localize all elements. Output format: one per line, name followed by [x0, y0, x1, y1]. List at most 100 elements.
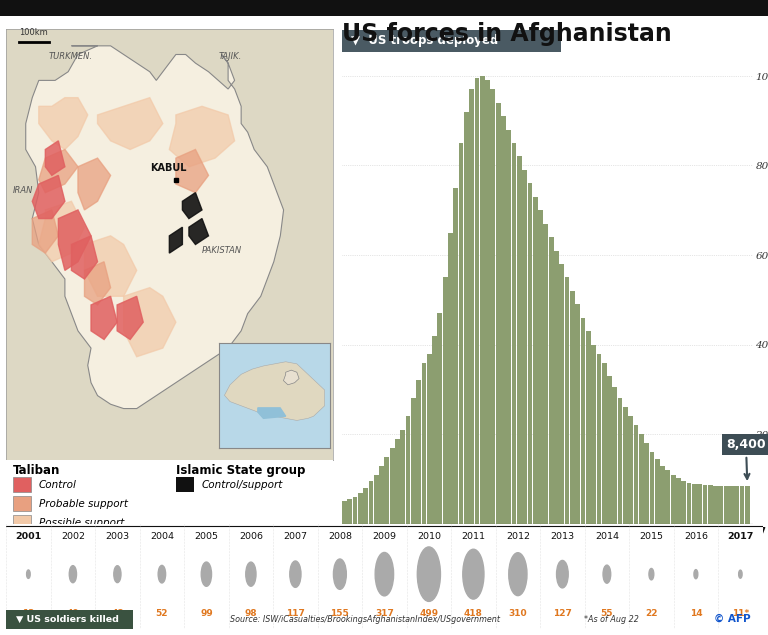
Circle shape [557, 561, 568, 588]
Text: 14: 14 [690, 609, 702, 618]
Text: KABUL: KABUL [150, 163, 187, 173]
Polygon shape [176, 149, 208, 192]
Text: © AFP: © AFP [714, 613, 751, 624]
Text: 117: 117 [286, 609, 305, 618]
Bar [650, 452, 654, 524]
Circle shape [333, 559, 346, 589]
Text: 2012: 2012 [506, 532, 530, 541]
Text: 8,400: 8,400 [726, 438, 766, 479]
Bar [644, 443, 649, 524]
Text: 11*: 11* [732, 609, 749, 618]
Polygon shape [258, 408, 286, 418]
Bar [458, 143, 463, 524]
Bar [406, 417, 410, 524]
Bar [660, 465, 665, 524]
Bar [353, 497, 357, 524]
Text: 2011: 2011 [462, 532, 485, 541]
Text: 2015: 2015 [640, 532, 664, 541]
Text: 2003: 2003 [105, 532, 130, 541]
Text: ▼ US soldiers killed: ▼ US soldiers killed [16, 615, 119, 624]
Circle shape [114, 566, 121, 583]
Polygon shape [98, 98, 163, 149]
Bar [692, 483, 697, 524]
Bar [670, 474, 676, 524]
Text: 2014: 2014 [595, 532, 619, 541]
Circle shape [201, 562, 211, 586]
Circle shape [603, 565, 611, 583]
Bar [400, 430, 405, 524]
Circle shape [463, 549, 484, 599]
Bar [501, 116, 506, 524]
Bar [422, 363, 426, 524]
Bar [665, 470, 670, 524]
Bar [723, 486, 729, 524]
Text: US forces in Afghanistan: US forces in Afghanistan [342, 22, 671, 46]
Bar [586, 331, 591, 524]
Bar [379, 465, 384, 524]
Text: 2013: 2013 [551, 532, 574, 541]
Text: 2001: 2001 [15, 532, 41, 541]
Polygon shape [124, 288, 176, 357]
Circle shape [69, 566, 77, 583]
Circle shape [290, 561, 301, 587]
Bar [734, 486, 739, 524]
Text: IRAN: IRAN [12, 185, 33, 195]
Bar [432, 336, 437, 524]
Bar [538, 210, 543, 524]
Bar [464, 112, 468, 524]
Text: 2008: 2008 [328, 532, 352, 541]
Text: Possible support: Possible support [38, 518, 124, 528]
Circle shape [649, 568, 654, 580]
Bar [687, 483, 691, 524]
Bar [469, 90, 474, 524]
Text: Control/support: Control/support [202, 479, 283, 490]
Bar [713, 486, 718, 524]
Circle shape [246, 562, 256, 586]
Bar [575, 304, 580, 524]
Text: 418: 418 [464, 609, 483, 618]
Bar [554, 251, 559, 524]
Bar [602, 363, 607, 524]
Bar [676, 478, 680, 524]
Polygon shape [26, 46, 283, 408]
Bar [416, 380, 421, 524]
Bar [506, 130, 511, 524]
Polygon shape [78, 158, 111, 210]
Bar [697, 485, 702, 524]
Polygon shape [6, 29, 333, 460]
Polygon shape [84, 262, 111, 305]
Bar [681, 481, 686, 524]
Polygon shape [32, 175, 65, 218]
Bar [347, 499, 352, 524]
Polygon shape [38, 201, 84, 262]
Bar [475, 78, 479, 524]
Bar [485, 80, 490, 524]
Bar [703, 485, 707, 524]
Polygon shape [283, 370, 299, 385]
Text: Taliban: Taliban [12, 464, 60, 476]
Text: Control: Control [38, 479, 77, 490]
Bar [448, 232, 453, 524]
Bar [363, 488, 368, 524]
Polygon shape [32, 210, 58, 253]
Text: PAKISTAN: PAKISTAN [202, 246, 242, 255]
Bar [389, 448, 395, 524]
Polygon shape [169, 227, 183, 253]
Bar [395, 439, 400, 524]
Bar [564, 277, 569, 524]
Bar [581, 318, 585, 524]
Text: 100km: 100km [19, 28, 48, 37]
FancyBboxPatch shape [12, 495, 31, 512]
Bar [522, 170, 527, 524]
Bar [729, 486, 733, 524]
Bar [597, 354, 601, 524]
Bar [740, 486, 744, 524]
Bar [496, 103, 501, 524]
Bar [369, 481, 373, 524]
Text: 12: 12 [22, 609, 35, 618]
Bar [427, 354, 432, 524]
Text: 310: 310 [508, 609, 527, 618]
Circle shape [375, 552, 394, 596]
Bar [718, 486, 723, 524]
Bar [453, 188, 458, 524]
